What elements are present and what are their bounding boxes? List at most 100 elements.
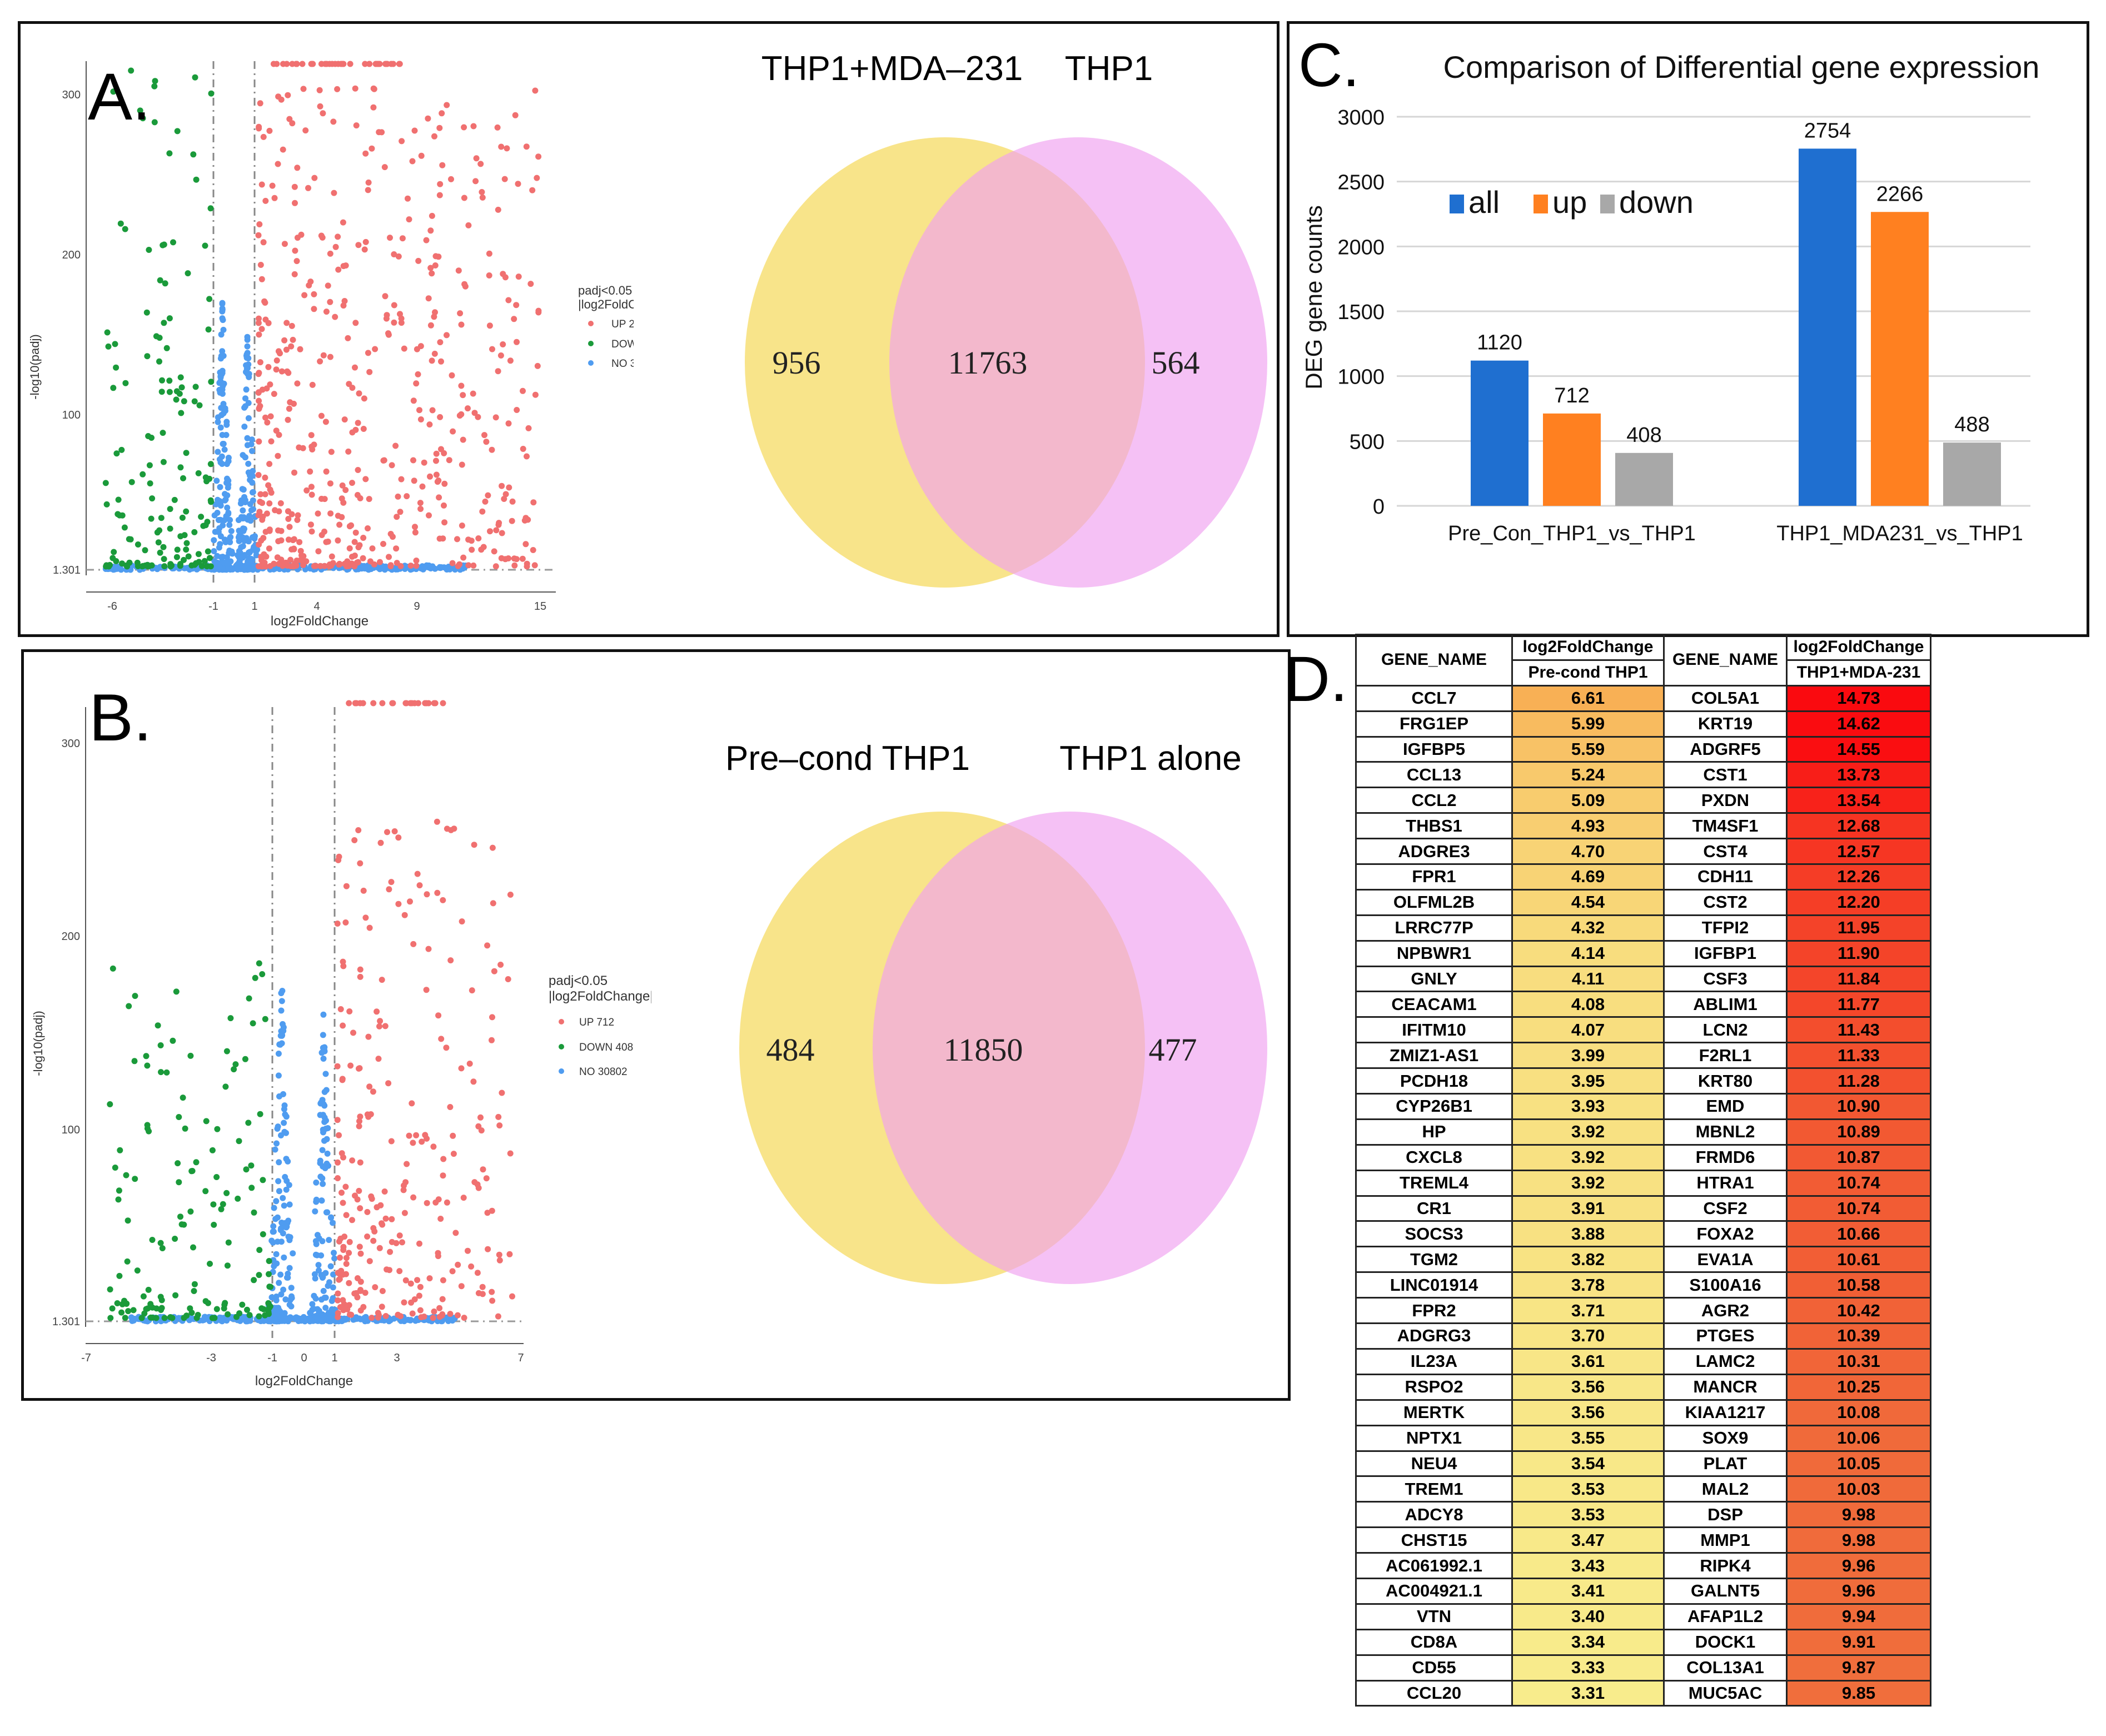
volcano-point xyxy=(167,525,173,532)
volcano-point xyxy=(413,563,420,569)
volcano-a-legend-no: NO 30851 xyxy=(611,358,634,370)
volcano-point xyxy=(223,1190,230,1196)
gene-name-cell-2: CST1 xyxy=(1663,761,1788,789)
volcano-point xyxy=(334,1117,341,1123)
volcano-point xyxy=(124,563,131,570)
panel-b-label: B. xyxy=(89,680,152,755)
volcano-point xyxy=(190,151,197,158)
lfc-precond-cell: 3.40 xyxy=(1511,1603,1665,1630)
table-row: TREM1 3.53 MAL2 10.03 xyxy=(1355,1475,1931,1503)
volcano-point xyxy=(372,346,379,352)
legend-swatch-up xyxy=(1534,195,1548,213)
volcano-y-tick: 200 xyxy=(62,931,80,943)
volcano-b-legend-title1: padj<0.05 xyxy=(549,973,608,988)
volcano-point xyxy=(300,86,307,92)
volcano-point xyxy=(246,995,252,1002)
volcano-point xyxy=(340,302,347,309)
volcano-point xyxy=(452,1230,459,1236)
volcano-point xyxy=(449,560,456,566)
volcano-point xyxy=(326,1237,332,1243)
volcano-y-tick: 100 xyxy=(62,1124,80,1136)
gene-name-cell: CXCL8 xyxy=(1355,1143,1513,1171)
lfc-precond-cell: 4.08 xyxy=(1511,991,1665,1018)
volcano-point xyxy=(322,419,329,425)
volcano-point xyxy=(489,1297,496,1304)
volcano-point xyxy=(258,326,265,332)
volcano-point xyxy=(410,1194,417,1201)
volcano-point xyxy=(312,1208,318,1215)
volcano-point xyxy=(266,1271,272,1277)
volcano-point xyxy=(266,127,273,134)
lfc-precond-cell: 3.56 xyxy=(1511,1373,1665,1401)
volcano-point xyxy=(513,302,520,309)
volcano-point xyxy=(241,538,248,544)
gene-name-cell-2: DOCK1 xyxy=(1663,1628,1788,1656)
volcano-point xyxy=(226,521,233,528)
volcano-point xyxy=(455,1261,461,1268)
volcano-point xyxy=(256,1247,263,1253)
volcano-point xyxy=(337,1304,343,1310)
table-row: FPR2 3.71 AGR2 10.42 xyxy=(1355,1297,1931,1325)
volcano-point xyxy=(193,1159,200,1166)
table-row: CCL7 6.61 COL5A1 14.73 xyxy=(1355,684,1931,712)
gene-name-cell: HP xyxy=(1355,1118,1513,1146)
volcano-point xyxy=(496,1122,503,1129)
venn-a-overlap: 11763 xyxy=(948,345,1028,381)
lfc-precond-cell: 3.71 xyxy=(1511,1297,1665,1325)
volcano-point xyxy=(380,541,386,547)
volcano-point xyxy=(287,399,293,406)
volcano-x-tick: -3 xyxy=(206,1352,216,1364)
table-row: ADGRG3 3.70 PTGES 10.39 xyxy=(1355,1322,1931,1350)
volcano-point xyxy=(109,1305,116,1312)
volcano-point xyxy=(391,828,398,834)
volcano-point xyxy=(317,103,323,110)
volcano-point xyxy=(299,61,306,67)
volcano-point xyxy=(256,123,262,130)
volcano-point xyxy=(206,555,213,561)
volcano-point xyxy=(365,187,371,193)
volcano-point xyxy=(368,1193,375,1200)
lfc-mda-cell: 11.84 xyxy=(1786,965,1931,993)
volcano-point xyxy=(110,88,117,95)
volcano-point xyxy=(444,1199,450,1206)
volcano-point xyxy=(321,1313,327,1320)
volcano-point xyxy=(357,1159,364,1166)
volcano-point xyxy=(270,1223,277,1230)
volcano-point xyxy=(461,1315,467,1321)
volcano-point xyxy=(388,1138,395,1145)
gene-name-cell: LRRC77P xyxy=(1355,914,1513,942)
volcano-point xyxy=(191,1288,197,1294)
volcano-point xyxy=(205,548,211,555)
volcano-point xyxy=(340,963,347,969)
volcano-point xyxy=(308,528,315,535)
volcano-point xyxy=(454,536,460,543)
gene-name-cell: CHST15 xyxy=(1355,1526,1513,1554)
volcano-point xyxy=(211,1221,217,1228)
volcano-point xyxy=(534,362,541,369)
lfc-precond-cell: 3.92 xyxy=(1511,1118,1665,1146)
volcano-point xyxy=(262,491,268,498)
volcano-point xyxy=(343,1212,350,1218)
volcano-point xyxy=(219,432,226,438)
gene-name-cell-2: PLAT xyxy=(1663,1450,1788,1478)
volcano-point xyxy=(471,842,477,848)
lfc-precond-cell: 4.69 xyxy=(1511,863,1665,891)
volcano-point xyxy=(274,1214,281,1221)
volcano-point xyxy=(460,436,466,443)
venn-diagram-a: THP1+MDA–231 THP1 956 11763 564 xyxy=(745,49,1267,588)
chart-y-tick: 500 xyxy=(1350,430,1385,454)
lfc-precond-cell: 4.32 xyxy=(1511,914,1665,942)
volcano-point xyxy=(258,554,265,560)
volcano-point xyxy=(426,512,432,519)
volcano-point xyxy=(274,554,281,561)
volcano-point xyxy=(438,358,444,365)
volcano-point xyxy=(172,1236,178,1242)
volcano-point xyxy=(364,1233,371,1240)
volcano-point xyxy=(320,1056,327,1062)
volcano-point xyxy=(195,470,202,476)
volcano-point xyxy=(116,1272,123,1279)
volcano-point xyxy=(217,484,223,490)
bar-all-1 xyxy=(1799,148,1856,506)
volcano-point xyxy=(181,398,187,405)
volcano-point xyxy=(275,161,281,167)
